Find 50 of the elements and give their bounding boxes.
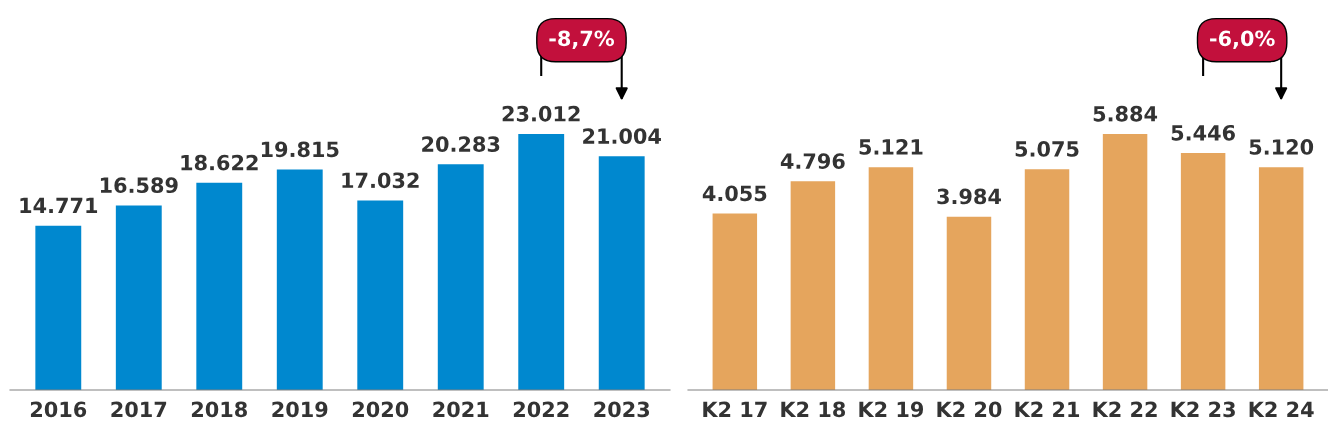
x-tick-label: 2021 xyxy=(433,401,489,418)
bar xyxy=(598,156,645,390)
x-tick-label: K2 18 xyxy=(781,401,846,418)
x-tick-label: K2 19 xyxy=(859,401,924,418)
data-label: 5.884 xyxy=(1093,105,1158,122)
data-label: 3.984 xyxy=(937,188,1001,205)
x-tick-label: K2 17 xyxy=(703,401,767,417)
data-label: 14.771 xyxy=(20,197,98,214)
data-label: 4.055 xyxy=(702,185,767,202)
bar xyxy=(437,164,484,390)
data-label: 19.815 xyxy=(261,141,339,158)
x-tick-label: K2 20 xyxy=(937,401,1002,418)
bar xyxy=(1180,153,1226,390)
x-tick-label: K2 22 xyxy=(1093,401,1157,417)
bar xyxy=(35,225,82,390)
bar xyxy=(1102,134,1148,390)
bar xyxy=(1258,167,1304,390)
x-tick-label: 2018 xyxy=(191,401,247,418)
bar xyxy=(276,169,323,390)
text: -8,7% xyxy=(549,30,615,49)
x-tick-label: K2 24 xyxy=(1249,401,1314,417)
data-label: 5.446 xyxy=(1171,124,1235,141)
x-tick-label: K2 21 xyxy=(1015,401,1080,417)
bar xyxy=(712,213,758,390)
bar xyxy=(790,181,836,390)
bar xyxy=(518,134,565,390)
data-label: 5.120 xyxy=(1249,139,1314,155)
x-tick-label: 2017 xyxy=(111,401,167,418)
data-label: 17.032 xyxy=(342,172,419,189)
x-tick-label: 2016 xyxy=(30,401,87,418)
x-tick-label: 2020 xyxy=(352,401,409,418)
x-tick-label: 2022 xyxy=(513,401,569,418)
data-label: 5.075 xyxy=(1015,141,1079,157)
data-label: 20.283 xyxy=(422,136,500,152)
x-tick-label: 2019 xyxy=(272,401,328,418)
data-label: 23.012 xyxy=(502,105,580,122)
x-tick-label: K2 23 xyxy=(1171,401,1235,418)
data-label: 18.622 xyxy=(181,154,258,171)
bar xyxy=(1024,169,1070,390)
data-label: 4.796 xyxy=(780,153,845,169)
data-label: 5.121 xyxy=(859,139,923,155)
data-label: 16.589 xyxy=(100,177,178,194)
bar xyxy=(115,205,162,390)
text: -6,0% xyxy=(1210,30,1275,49)
bar xyxy=(868,167,914,390)
bar xyxy=(946,216,992,390)
data-label: 21.004 xyxy=(583,128,661,144)
bar xyxy=(196,182,243,390)
bar xyxy=(357,200,404,390)
x-tick-label: 2023 xyxy=(594,401,650,418)
